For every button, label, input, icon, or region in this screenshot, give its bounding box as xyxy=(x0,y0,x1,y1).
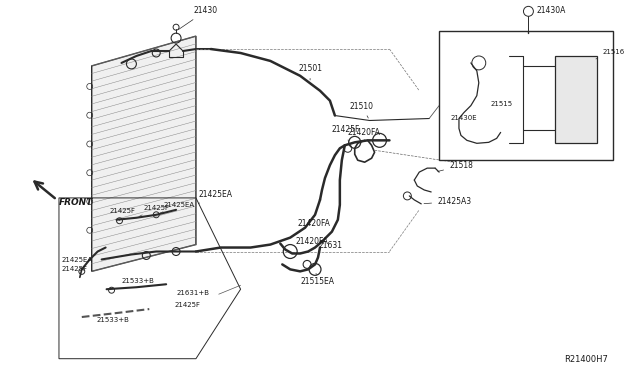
Text: FRONT: FRONT xyxy=(59,198,93,207)
Text: R21400H7: R21400H7 xyxy=(564,355,608,364)
Text: 21425F: 21425F xyxy=(332,125,360,145)
Text: 21503: 21503 xyxy=(455,153,479,162)
Text: 21420FA: 21420FA xyxy=(348,128,381,137)
Text: 21425F: 21425F xyxy=(109,208,136,221)
Text: 21533+B: 21533+B xyxy=(122,278,154,284)
Text: 21425F: 21425F xyxy=(139,205,170,217)
Text: 21631+B: 21631+B xyxy=(176,290,209,296)
Text: 21516: 21516 xyxy=(596,49,625,59)
Text: 21430A: 21430A xyxy=(536,6,566,15)
Text: 21425F: 21425F xyxy=(62,266,88,272)
Bar xyxy=(556,56,597,143)
Bar xyxy=(439,31,612,160)
Text: 21518: 21518 xyxy=(438,161,473,171)
Text: 21425EA: 21425EA xyxy=(62,257,93,263)
Text: 21515: 21515 xyxy=(491,100,513,107)
Text: 21425A3: 21425A3 xyxy=(424,197,471,206)
Text: 21631: 21631 xyxy=(318,241,342,250)
Text: 21430E: 21430E xyxy=(451,115,477,122)
Text: 21425EA: 21425EA xyxy=(159,202,195,214)
Text: 21430: 21430 xyxy=(179,6,218,30)
Text: 21420FA: 21420FA xyxy=(297,219,330,228)
Text: 21510: 21510 xyxy=(350,102,374,118)
Text: 21425EA: 21425EA xyxy=(198,190,233,203)
Text: 21425F: 21425F xyxy=(174,302,200,308)
Polygon shape xyxy=(92,36,196,271)
Text: 21533+B: 21533+B xyxy=(97,317,129,323)
Text: 21515EA: 21515EA xyxy=(300,273,334,286)
Text: 21501: 21501 xyxy=(298,64,322,80)
Text: 21420FA: 21420FA xyxy=(295,237,328,246)
